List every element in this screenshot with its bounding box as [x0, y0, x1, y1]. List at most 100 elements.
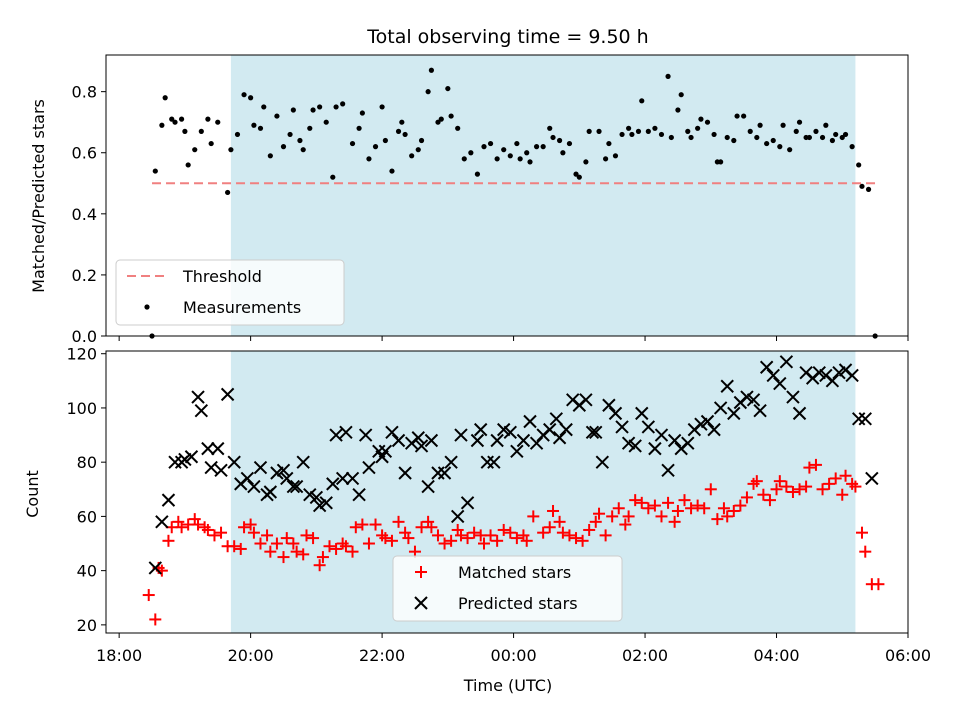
- matched-star-point: [698, 502, 711, 515]
- measurement-point: [395, 128, 402, 134]
- measurement-point: [435, 119, 441, 125]
- measurement-point: [205, 116, 211, 122]
- predicted-star-point: [339, 425, 353, 440]
- measurement-point: [566, 140, 573, 147]
- matched-star-point: [247, 526, 260, 539]
- measurement-point: [182, 128, 188, 134]
- measurement-point: [533, 144, 540, 150]
- top-x-ticks: [118, 336, 909, 341]
- predicted-star-point: [391, 433, 406, 448]
- predicted-star-point: [552, 431, 567, 445]
- predicted-star-point: [641, 420, 656, 434]
- legend-predicted-swatch: [414, 596, 428, 610]
- top-legend-box: [115, 259, 345, 326]
- matched-star-point: [468, 526, 481, 539]
- matched-star-point: [362, 537, 375, 550]
- y-tick-label: 100: [66, 399, 97, 418]
- predicted-star-point: [858, 412, 872, 426]
- matched-star-point: [872, 578, 885, 591]
- chart-title: Total observing time = 9.50 h: [366, 26, 648, 48]
- matched-star-point: [264, 545, 277, 558]
- measurement-point: [228, 147, 234, 153]
- matched-star-point: [553, 515, 566, 528]
- predicted-stars-points: [148, 355, 879, 575]
- measurement-point: [448, 113, 454, 119]
- matched-star-point: [201, 523, 214, 536]
- matched-star-point: [829, 472, 842, 485]
- measurement-point: [257, 125, 264, 131]
- predicted-star-point: [549, 412, 564, 426]
- predicted-star-point: [204, 460, 218, 475]
- measurement-point: [547, 125, 553, 131]
- bottom-y-ticks: 20 40 60 80 100 120: [66, 345, 106, 635]
- predicted-star-point: [326, 477, 340, 491]
- y-tick-label: 120: [66, 345, 97, 364]
- matched-star-point: [622, 510, 635, 523]
- predicted-star-point: [296, 455, 310, 469]
- predicted-star-point: [227, 455, 241, 469]
- measurement-point: [540, 144, 546, 150]
- measurement-point: [487, 140, 494, 147]
- measurement-point: [658, 131, 665, 138]
- matched-star-point: [589, 515, 602, 528]
- legend-matched-label: Matched stars: [458, 563, 571, 582]
- matched-star-point: [757, 488, 770, 501]
- matched-star-point: [648, 499, 661, 512]
- predicted-star-point: [720, 379, 734, 393]
- matched-star-point: [773, 475, 786, 488]
- measurement-point: [704, 119, 711, 125]
- y-tick-label: 0.8: [72, 83, 97, 102]
- predicted-star-point: [707, 422, 721, 437]
- measurement-point: [698, 116, 704, 122]
- matched-star-point: [497, 523, 510, 536]
- predicted-star-point: [247, 479, 261, 494]
- matched-star-point: [149, 613, 162, 626]
- measurement-point: [685, 128, 691, 134]
- matched-star-point: [547, 504, 560, 517]
- matched-star-point: [740, 491, 753, 504]
- matched-star-point: [599, 529, 612, 542]
- measurement-point: [438, 116, 444, 122]
- measurement-point: [734, 113, 740, 119]
- predicted-star-point: [424, 433, 439, 448]
- matched-star-point: [379, 532, 392, 545]
- matched-stars-points: [142, 458, 885, 626]
- x-tick-label: 00:00: [491, 646, 537, 665]
- predicted-star-point: [253, 460, 268, 475]
- measurement-point: [445, 85, 451, 92]
- measurement-point: [527, 159, 533, 165]
- matched-star-point: [570, 532, 583, 545]
- predicted-star-point: [148, 561, 163, 575]
- matched-star-point: [504, 526, 517, 539]
- matched-star-point: [330, 542, 343, 555]
- measurement-point: [234, 131, 241, 138]
- matched-star-point: [192, 518, 205, 531]
- predicted-star-point: [454, 428, 468, 442]
- matched-star-point: [849, 480, 862, 493]
- y-tick-label: 0.0: [72, 327, 97, 346]
- predicted-star-point: [184, 450, 199, 464]
- predicted-star-point: [700, 414, 715, 429]
- matched-star-point: [823, 477, 836, 490]
- measurement-point: [461, 156, 467, 162]
- predicted-star-point: [661, 463, 675, 478]
- matched-star-point: [290, 545, 303, 558]
- measurement-point: [839, 134, 845, 141]
- measurement-point: [310, 107, 316, 113]
- matched-star-point: [238, 521, 251, 534]
- matched-star-point: [629, 494, 642, 507]
- measurement-point: [215, 119, 221, 125]
- measurement-point: [162, 95, 168, 101]
- measurement-point: [586, 128, 592, 134]
- panel-top: 0.00.20.40.60.8 Matched/Predicted stars …: [29, 54, 909, 346]
- matched-star-point: [215, 526, 228, 539]
- matched-star-point: [635, 496, 648, 509]
- predicted-star-point: [487, 455, 501, 469]
- y-tick-label: 40: [77, 562, 97, 581]
- predicted-star-point: [286, 479, 301, 494]
- measurement-point: [813, 128, 819, 134]
- matched-star-point: [537, 526, 550, 539]
- measurement-point: [192, 147, 198, 153]
- matched-star-point: [438, 537, 451, 550]
- predicted-star-point: [385, 425, 399, 440]
